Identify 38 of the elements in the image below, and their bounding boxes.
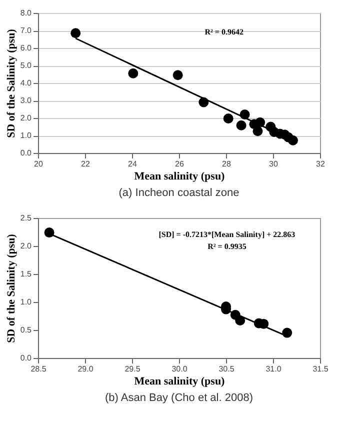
y-tick-label: 5.0 bbox=[20, 61, 32, 70]
x-tick-label: 28 bbox=[222, 160, 232, 168]
x-tick-label: 22 bbox=[81, 160, 90, 168]
y-tick-label: 0.0 bbox=[20, 148, 32, 158]
y-tick-label: 2.0 bbox=[20, 242, 32, 250]
y-tick-label: 2.0 bbox=[20, 114, 32, 122]
x-tick-label: 29.5 bbox=[124, 364, 141, 374]
x-tick-label: 32 bbox=[316, 160, 326, 168]
text: (a) Incheon coastal zone bbox=[118, 187, 240, 199]
y-axis-title: SD of the Salinity (psu) bbox=[5, 234, 18, 343]
y-axis-title: SD of the Salinity (psu) bbox=[5, 28, 18, 138]
x-tick-label: 30.5 bbox=[218, 364, 235, 374]
y-tick-label: 0.5 bbox=[20, 326, 32, 334]
x-tick-label: 29.0 bbox=[78, 364, 94, 374]
annotation: R² = 0.9935 bbox=[208, 242, 246, 251]
y-tick-label: 1.5 bbox=[20, 270, 32, 278]
x-axis-title: Mean salinity (psu) bbox=[134, 376, 226, 388]
x-tick-label: 24 bbox=[128, 160, 138, 168]
x-tick-label: 30 bbox=[269, 160, 278, 168]
x-tick-label: 31.0 bbox=[266, 364, 282, 374]
y-tick-label: 1.0 bbox=[20, 131, 32, 140]
y-tick-label: 1.0 bbox=[20, 298, 32, 306]
y-tick-label: 8.0 bbox=[20, 8, 32, 18]
y-tick-label: 6.0 bbox=[20, 44, 32, 52]
x-tick-label: 26 bbox=[175, 160, 184, 168]
y-tick-label: 3.0 bbox=[20, 96, 32, 105]
y-tick-label: 0.0 bbox=[20, 354, 32, 362]
y-tick-label: 2.5 bbox=[20, 214, 32, 222]
text: (b) Asan Bay (Cho et al. 2008) bbox=[105, 392, 253, 404]
annotation: [SD] = -0.7213*[Mean Salinity] + 22.863 bbox=[158, 230, 296, 239]
x-tick-label: 28.5 bbox=[30, 364, 47, 374]
annotation: R² = 0.9642 bbox=[204, 28, 244, 37]
x-tick-label: 30.0 bbox=[172, 364, 188, 374]
y-tick-label: 4.0 bbox=[20, 78, 32, 88]
y-tick-label: 7.0 bbox=[20, 26, 32, 35]
x-tick-label: 20 bbox=[34, 160, 44, 168]
x-axis-title: Mean salinity (psu) bbox=[134, 170, 226, 182]
x-tick-label: 31.5 bbox=[312, 364, 329, 374]
